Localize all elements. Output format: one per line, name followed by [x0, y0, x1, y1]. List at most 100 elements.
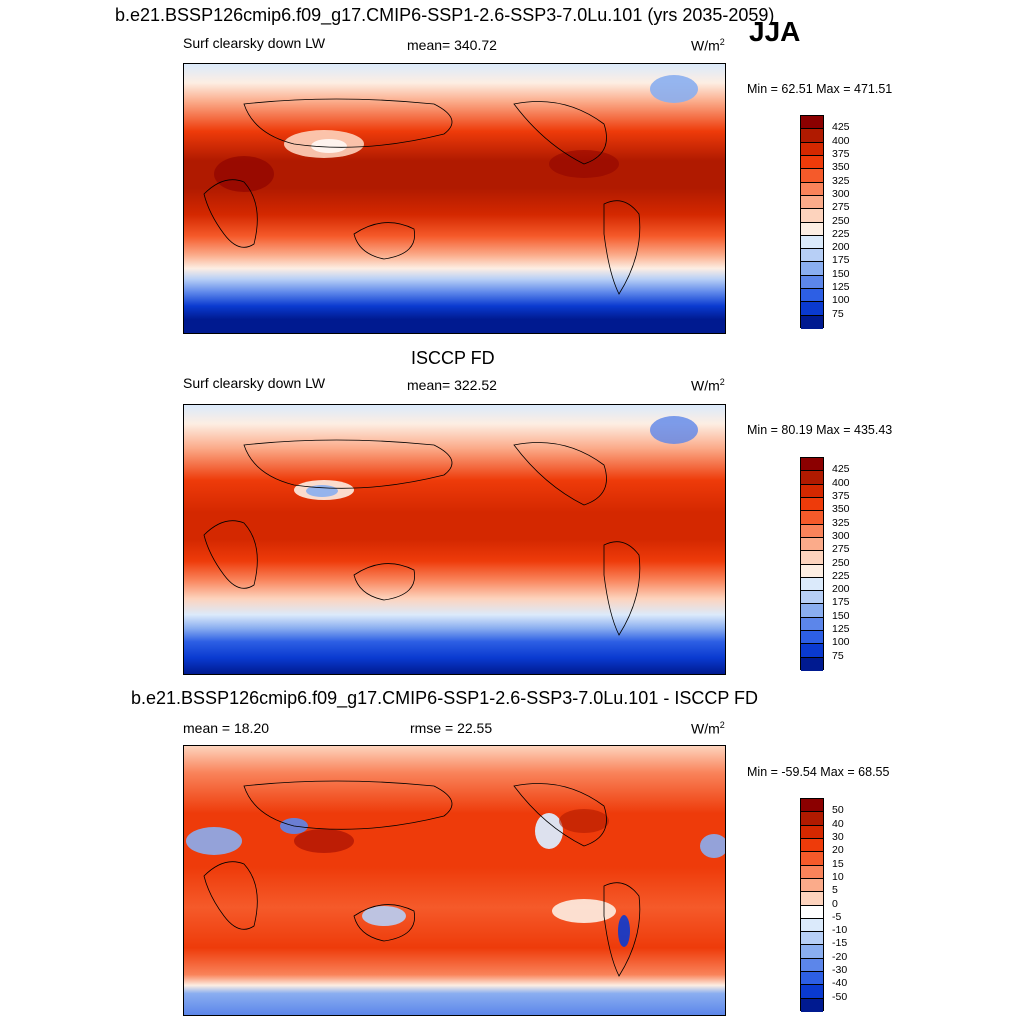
field-label: Surf clearsky down LW [183, 35, 326, 51]
colorbar-tick-label: 100 [832, 636, 850, 649]
season-label: JJA [749, 16, 801, 47]
map-obs-field [184, 405, 725, 674]
colorbar-tick-label: -40 [832, 977, 848, 990]
colorbar-swatch [801, 524, 823, 538]
colorbar-tick-label: 75 [832, 649, 844, 662]
colorbar-swatch [801, 142, 823, 156]
colorbar-diff [800, 798, 824, 1012]
colorbar-tick-label: 225 [832, 569, 850, 582]
colorbar-tick-label: 300 [832, 187, 850, 200]
colorbar-swatch [801, 958, 823, 973]
units-label: W/m2 [691, 377, 725, 394]
colorbar-tick-label: 30 [832, 830, 844, 843]
units-label: W/m2 [691, 720, 725, 737]
colorbar-swatch [801, 799, 823, 813]
colorbar-tick-label: 250 [832, 556, 850, 569]
colorbar-tick-label: 20 [832, 844, 844, 857]
panel-title: b.e21.BSSP126cmip6.f09_g17.CMIP6-SSP1-2.… [131, 688, 759, 708]
colorbar-swatch [801, 458, 823, 472]
colorbar-tick-label: -20 [832, 950, 848, 963]
colorbar-tick-label: -15 [832, 937, 848, 950]
colorbar-swatch [801, 497, 823, 512]
colorbar-swatch [801, 155, 823, 170]
colorbar-tick-label: 100 [832, 294, 850, 307]
colorbar-tick-label: 225 [832, 227, 850, 240]
field-label: Surf clearsky down LW [183, 375, 326, 391]
colorbar-swatch [801, 471, 823, 485]
colorbar-model [800, 115, 824, 329]
colorbar-tick-label: 200 [832, 241, 850, 254]
colorbar-swatch [801, 825, 823, 839]
colorbar-swatch [801, 249, 823, 263]
colorbar-tick-label: 325 [832, 516, 850, 529]
colorbar-swatch [801, 484, 823, 498]
colorbar-tick-label: 125 [832, 623, 850, 636]
colorbar-swatch [801, 564, 823, 578]
colorbar-tick-label: 325 [832, 174, 850, 187]
minmax-label: Min = 80.19 Max = 435.43 [747, 423, 893, 437]
colorbar-swatch [801, 892, 823, 906]
colorbar-tick-label: 10 [832, 870, 844, 883]
colorbar-swatch [801, 289, 823, 303]
colorbar-swatch [801, 644, 823, 658]
colorbar-swatch [801, 838, 823, 853]
colorbar-swatch [801, 577, 823, 592]
colorbar-swatch [801, 315, 823, 329]
colorbar-obs [800, 457, 824, 671]
minmax-label: Min = -59.54 Max = 68.55 [747, 765, 890, 779]
colorbar-tick-label: 425 [832, 463, 850, 476]
colorbar-swatch [801, 945, 823, 959]
colorbar-swatch [801, 302, 823, 316]
colorbar-tick-label: 5 [832, 884, 838, 897]
colorbar-tick-label: 350 [832, 503, 850, 516]
mean-label: mean= 340.72 [407, 37, 497, 53]
colorbar-swatch [801, 511, 823, 525]
colorbar-swatch [801, 182, 823, 196]
colorbar-swatch [801, 275, 823, 290]
colorbar-swatch [801, 235, 823, 250]
panel-title: ISCCP FD [411, 348, 495, 368]
colorbar-tick-label: 375 [832, 489, 850, 502]
colorbar-swatch [801, 998, 823, 1012]
colorbar-swatch [801, 878, 823, 893]
colorbar-tick-label: 15 [832, 857, 844, 870]
colorbar-swatch [801, 591, 823, 605]
colorbar-tick-label: 75 [832, 307, 844, 320]
colorbar-tick-label: 425 [832, 121, 850, 134]
colorbar-swatch [801, 222, 823, 236]
rmse-label: rmse = 22.55 [410, 720, 493, 736]
colorbar-swatch [801, 604, 823, 618]
colorbar-swatch [801, 972, 823, 986]
colorbar-swatch [801, 617, 823, 632]
colorbar-swatch [801, 918, 823, 933]
map-obs [183, 404, 726, 675]
colorbar-tick-label: 275 [832, 201, 850, 214]
mean-label: mean = 18.20 [183, 720, 270, 736]
map-diff [183, 745, 726, 1016]
colorbar-swatch [801, 852, 823, 866]
colorbar-tick-label: 175 [832, 254, 850, 267]
colorbar-swatch [801, 985, 823, 999]
colorbar-tick-label: 40 [832, 817, 844, 830]
map-model [183, 63, 726, 334]
colorbar-tick-label: 300 [832, 529, 850, 542]
figure-title: b.e21.BSSP126cmip6.f09_g17.CMIP6-SSP1-2.… [115, 5, 775, 25]
colorbar-swatch [801, 932, 823, 946]
colorbar-swatch [801, 195, 823, 210]
colorbar-tick-label: 150 [832, 267, 850, 280]
colorbar-swatch [801, 812, 823, 826]
colorbar-swatch [801, 209, 823, 223]
colorbar-swatch [801, 551, 823, 565]
colorbar-tick-label: 350 [832, 161, 850, 174]
colorbar-tick-label: -5 [832, 910, 842, 923]
colorbar-swatch [801, 262, 823, 276]
colorbar-tick-label: 400 [832, 476, 850, 489]
mean-label: mean= 322.52 [407, 377, 497, 393]
colorbar-swatch [801, 657, 823, 671]
colorbar-tick-label: -30 [832, 964, 848, 977]
colorbar-tick-label: 50 [832, 804, 844, 817]
map-diff-field [184, 746, 725, 1015]
colorbar-tick-label: 175 [832, 596, 850, 609]
colorbar-swatch [801, 169, 823, 183]
colorbar-tick-label: 200 [832, 583, 850, 596]
